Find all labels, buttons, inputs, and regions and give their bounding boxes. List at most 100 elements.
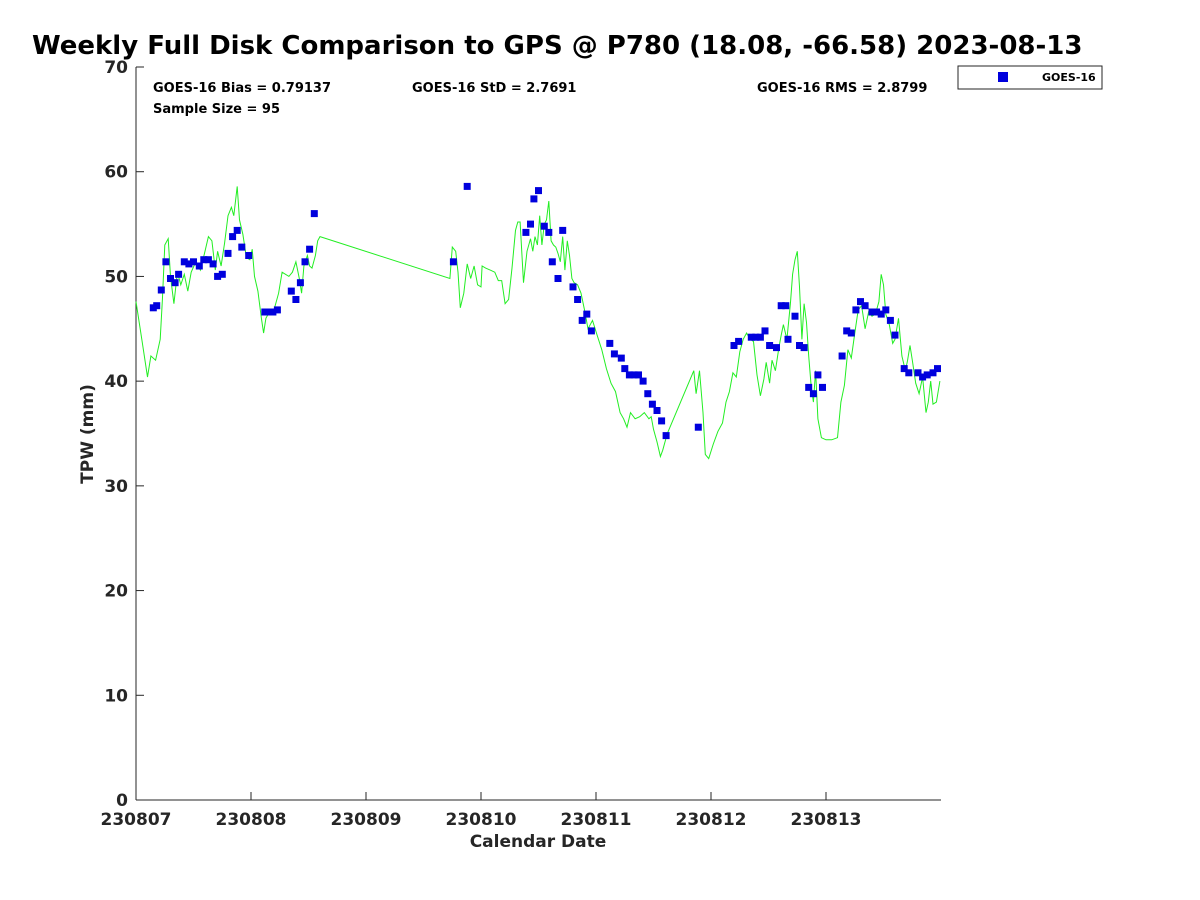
x-tick-label: 230807	[101, 810, 172, 830]
goes16-point	[527, 220, 534, 228]
goes16-point	[782, 302, 790, 310]
goes16-point	[694, 423, 702, 431]
goes16-point	[819, 383, 826, 391]
goes16-point	[610, 350, 618, 358]
x-tick-label: 230808	[216, 810, 287, 830]
goes16-point	[229, 233, 237, 241]
rms-stat: GOES-16 RMS = 2.8799	[757, 81, 927, 96]
goes16-point	[766, 342, 774, 349]
goes16-point	[548, 258, 556, 266]
x-tick-label: 230810	[446, 810, 517, 830]
goes16-point	[569, 283, 577, 291]
goes16-point	[204, 256, 212, 264]
goes16-point	[583, 310, 591, 318]
goes16-point	[662, 432, 670, 440]
goes16-point	[301, 258, 309, 266]
goes16-point	[167, 275, 174, 282]
goes16-point	[644, 390, 652, 398]
goes16-point	[747, 333, 755, 341]
goes16-point	[756, 333, 764, 341]
bias-stat: GOES-16 Bias = 0.79137	[153, 81, 331, 96]
goes16-scatter-series	[149, 182, 941, 440]
y-axis-label: TPW (mm)	[78, 384, 98, 484]
goes16-point	[752, 333, 760, 341]
goes16-point	[185, 260, 193, 268]
goes16-point	[625, 371, 633, 379]
goes16-point	[195, 262, 203, 270]
goes16-point	[545, 228, 553, 236]
y-axis-ticks: 0 10 20 30 40 50 60 70	[104, 58, 144, 811]
goes16-point	[900, 365, 908, 373]
goes16-point	[218, 270, 226, 278]
goes16-point	[838, 352, 846, 360]
goes16-point	[287, 287, 295, 295]
goes16-point	[800, 344, 808, 352]
x-tick-label: 230809	[331, 810, 402, 830]
goes16-point	[653, 407, 661, 414]
legend-marker	[998, 72, 1008, 82]
legend: GOES-16	[957, 65, 1103, 90]
y-tick-label: 60	[104, 163, 128, 183]
goes16-point	[157, 286, 165, 294]
goes16-point	[621, 365, 629, 373]
y-tick-label: 10	[104, 686, 128, 706]
goes16-point	[773, 344, 780, 352]
goes16-point	[180, 258, 188, 266]
goes16-point	[777, 302, 785, 310]
goes16-point	[868, 308, 876, 316]
y-tick-label: 70	[104, 58, 128, 78]
goes16-point	[796, 342, 803, 349]
goes16-point	[761, 327, 769, 335]
legend-box	[957, 65, 1103, 90]
goes16-point	[200, 256, 208, 264]
goes16-point	[617, 354, 625, 362]
goes16-point	[273, 306, 281, 314]
gps-tpw-line	[135, 186, 941, 460]
goes16-point	[292, 296, 300, 303]
goes16-point	[238, 243, 246, 251]
goes16-point	[310, 210, 318, 218]
goes16-point	[153, 302, 161, 310]
goes16-point	[540, 222, 548, 230]
goes16-point	[606, 339, 614, 347]
goes16-point	[639, 377, 647, 385]
y-tick-label: 30	[104, 477, 128, 497]
goes16-point	[877, 310, 885, 318]
chart-title: Weekly Full Disk Comparison to GPS @ P78…	[32, 31, 1083, 61]
goes16-point	[554, 275, 562, 282]
y-tick-label: 40	[104, 372, 128, 392]
goes16-point	[535, 187, 542, 195]
y-tick-label: 20	[104, 582, 128, 602]
goes16-point	[658, 417, 666, 425]
goes16-point	[296, 279, 304, 287]
goes16-point	[929, 369, 937, 377]
goes16-point	[559, 226, 567, 234]
goes16-point	[175, 270, 183, 278]
goes16-point	[730, 342, 738, 349]
goes16-point	[735, 337, 743, 345]
x-tick-label: 230812	[676, 810, 747, 830]
goes16-point	[630, 371, 638, 379]
goes16-point	[809, 390, 817, 398]
goes16-point	[635, 371, 642, 379]
goes16-point	[923, 371, 931, 379]
x-tick-label: 230811	[561, 810, 632, 830]
goes16-point	[574, 296, 582, 303]
x-tick-label: 230813	[791, 810, 862, 830]
goes16-point	[843, 327, 851, 335]
goes16-point	[522, 228, 530, 236]
y-tick-label: 0	[116, 791, 128, 811]
legend-label: GOES-16	[1042, 71, 1096, 84]
x-axis-ticks: 230807 230808 230809 230810 230811 230812 2308…	[101, 792, 862, 830]
goes16-point	[171, 279, 179, 287]
goes16-point	[587, 327, 595, 335]
sample-size-stat: Sample Size = 95	[153, 102, 280, 117]
goes16-point	[463, 182, 471, 190]
goes16-point	[861, 302, 869, 310]
goes16-point	[814, 371, 822, 379]
goes16-point	[886, 316, 894, 324]
goes16-point	[805, 383, 813, 391]
goes16-point	[578, 316, 586, 324]
goes16-point	[162, 258, 170, 266]
